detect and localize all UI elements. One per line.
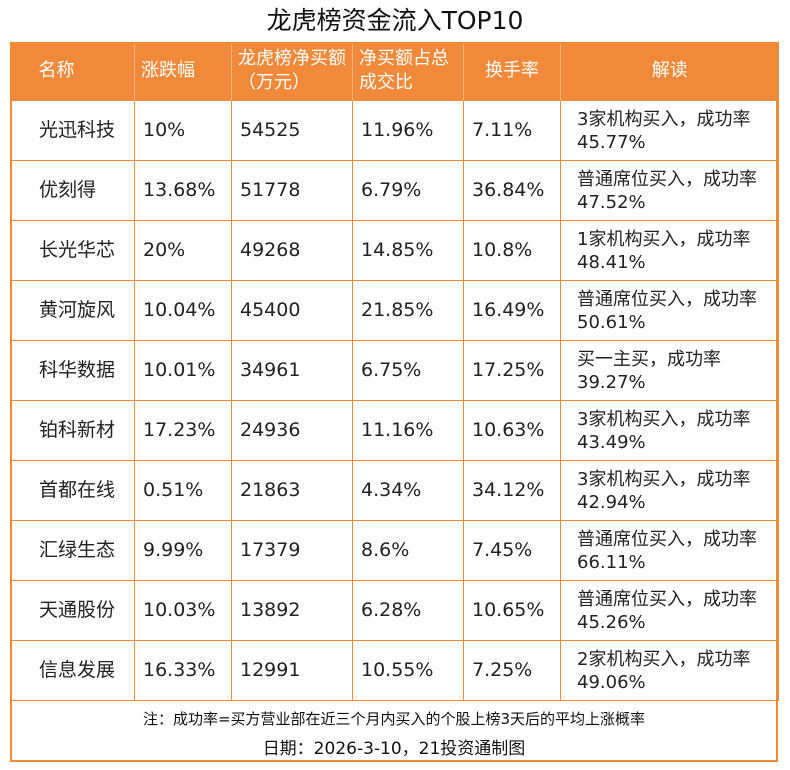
cell-net-buy: 45400 — [231, 280, 353, 341]
cell-turnover: 7.11% — [463, 100, 561, 161]
cell-read: 普通席位买入，成功率50.61% — [560, 280, 779, 341]
cell-net-buy: 13892 — [231, 580, 353, 641]
table-body: 光迅科技 10% 54525 11.96% 7.11% 3家机构买入，成功率45… — [10, 100, 779, 701]
cell-change: 16.33% — [134, 640, 232, 701]
cell-read: 普通席位买入，成功率45.26% — [560, 580, 779, 641]
cell-read: 1家机构买入，成功率48.41% — [560, 220, 779, 281]
cell-ratio: 4.34% — [352, 460, 464, 521]
cell-name: 铂科新材 — [10, 400, 135, 461]
cell-read: 3家机构买入，成功率45.77% — [560, 100, 779, 161]
cell-change: 17.23% — [134, 400, 232, 461]
cell-turnover: 7.25% — [463, 640, 561, 701]
header-change: 涨跌幅 — [134, 42, 232, 101]
cell-read: 普通席位买入，成功率47.52% — [560, 160, 779, 221]
date-credit: 日期：2026-3-10，21投资通制图 — [262, 739, 526, 759]
table-row: 光迅科技 10% 54525 11.96% 7.11% 3家机构买入，成功率45… — [10, 100, 779, 161]
cell-net-buy: 21863 — [231, 460, 353, 521]
table-row: 天通股份 10.03% 13892 6.28% 10.65% 普通席位买入，成功… — [10, 580, 779, 641]
cell-ratio: 6.28% — [352, 580, 464, 641]
cell-ratio: 21.85% — [352, 280, 464, 341]
cell-change: 13.68% — [134, 160, 232, 221]
cell-net-buy: 12991 — [231, 640, 353, 701]
cell-change: 10.04% — [134, 280, 232, 341]
cell-net-buy: 24936 — [231, 400, 353, 461]
cell-turnover: 10.65% — [463, 580, 561, 641]
cell-net-buy: 34961 — [231, 340, 353, 401]
cell-change: 20% — [134, 220, 232, 281]
header-net-buy: 龙虎榜净买额（万元） — [231, 42, 353, 101]
cell-ratio: 6.75% — [352, 340, 464, 401]
cell-net-buy: 49268 — [231, 220, 353, 281]
cell-net-buy: 51778 — [231, 160, 353, 221]
table-row: 铂科新材 17.23% 24936 11.16% 10.63% 3家机构买入，成… — [10, 400, 779, 461]
page-title: 龙虎榜资金流入TOP10 — [266, 6, 524, 35]
header-read: 解读 — [560, 42, 779, 101]
table-row: 信息发展 16.33% 12991 10.55% 7.25% 2家机构买入，成功… — [10, 640, 779, 701]
cell-name: 信息发展 — [10, 640, 135, 701]
table-frame — [10, 42, 778, 762]
table-row: 汇绿生态 9.99% 17379 8.6% 7.45% 普通席位买入，成功率66… — [10, 520, 779, 581]
cell-ratio: 11.16% — [352, 400, 464, 461]
cell-change: 10% — [134, 100, 232, 161]
table-row: 首都在线 0.51% 21863 4.34% 34.12% 3家机构买入，成功率… — [10, 460, 779, 521]
cell-name: 优刻得 — [10, 160, 135, 221]
header-ratio: 净买额占总成交比 — [352, 42, 464, 101]
footnote: 注：成功率=买方营业部在近三个月内买入的个股上榜3天后的平均上涨概率 — [142, 710, 646, 728]
cell-net-buy: 54525 — [231, 100, 353, 161]
table-header-row: 名称 涨跌幅 龙虎榜净买额（万元） 净买额占总成交比 换手率 解读 — [10, 42, 779, 101]
cell-turnover: 36.84% — [463, 160, 561, 221]
table-row: 黄河旋风 10.04% 45400 21.85% 16.49% 普通席位买入，成… — [10, 280, 779, 341]
cell-read: 买一主买，成功率39.27% — [560, 340, 779, 401]
header-turnover: 换手率 — [463, 42, 561, 101]
cell-ratio: 10.55% — [352, 640, 464, 701]
cell-name: 首都在线 — [10, 460, 135, 521]
cell-read: 2家机构买入，成功率49.06% — [560, 640, 779, 701]
cell-name: 光迅科技 — [10, 100, 135, 161]
top10-table: 名称 涨跌幅 龙虎榜净买额（万元） 净买额占总成交比 换手率 解读 光迅科技 1… — [10, 42, 779, 701]
header-name: 名称 — [10, 42, 135, 101]
cell-turnover: 7.45% — [463, 520, 561, 581]
cell-net-buy: 17379 — [231, 520, 353, 581]
table-row: 科华数据 10.01% 34961 6.75% 17.25% 买一主买，成功率3… — [10, 340, 779, 401]
table-row: 优刻得 13.68% 51778 6.79% 36.84% 普通席位买入，成功率… — [10, 160, 779, 221]
cell-read: 普通席位买入，成功率66.11% — [560, 520, 779, 581]
cell-read: 3家机构买入，成功率43.49% — [560, 400, 779, 461]
cell-turnover: 34.12% — [463, 460, 561, 521]
cell-name: 长光华芯 — [10, 220, 135, 281]
cell-ratio: 11.96% — [352, 100, 464, 161]
